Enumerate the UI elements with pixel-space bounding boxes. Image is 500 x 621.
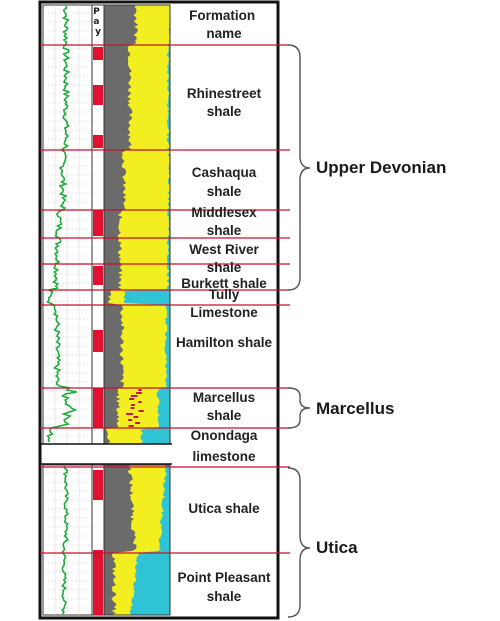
bracket-utica: [287, 467, 311, 618]
formation-label: Onondaga limestone: [191, 428, 258, 464]
gamma-track-bottom: [42, 464, 93, 616]
bracket-marcellus: [287, 387, 311, 429]
formation-label: Burkett shale: [181, 276, 267, 291]
gamma-track-top: [42, 4, 93, 445]
carbonate-fill: [123, 5, 170, 444]
group-label-utica: Utica: [316, 538, 358, 557]
mineralogy-track-bottom: [103, 464, 171, 616]
formation-label: Rhinestreet shale: [187, 86, 262, 119]
formation-label: Point Pleasant shale: [177, 570, 271, 604]
gamma-ray-curve: [46, 5, 78, 443]
group-brackets: [287, 44, 311, 618]
pay-interval: [93, 470, 103, 500]
formation-label: Hamilton shale: [176, 335, 273, 350]
pay-interval: [93, 85, 103, 105]
pay-track-top: P a y: [91, 4, 105, 445]
formation-label: Middlesex shale: [191, 205, 257, 238]
clay-fill: [104, 465, 137, 615]
group-label-marcellus: Marcellus: [316, 399, 394, 418]
gamma-ray-curve-bottom: [61, 465, 70, 615]
well-separator: [42, 444, 276, 464]
formation-boundaries: [40, 44, 290, 554]
pay-interval: [93, 47, 103, 60]
pay-interval: [93, 210, 103, 236]
clay-fill: [104, 5, 139, 444]
formation-label: Utica shale: [188, 501, 260, 516]
bracket-upper-devonian: [287, 44, 311, 291]
formation-label: Cashaqua shale: [192, 165, 257, 199]
pay-track-bottom: [91, 464, 105, 616]
pay-interval: [93, 550, 103, 615]
pay-interval: [93, 266, 103, 285]
group-label-upper-devonian: Upper Devonian: [316, 158, 446, 177]
mineralogy-track-top: [103, 4, 171, 445]
pay-interval: [93, 330, 103, 352]
formation-label: West River shale: [189, 242, 259, 275]
pay-interval: [93, 135, 103, 148]
carbonate-fill: [130, 465, 170, 615]
formation-label: Tully Limestone: [190, 287, 258, 320]
pay-header: P a y: [93, 7, 103, 37]
formation-name-header: Formation name: [189, 8, 259, 41]
formation-label: Marcellus shale: [193, 390, 255, 423]
formation-name-column: Formation name Rhinestreet shale Cashaqua s…: [176, 8, 273, 604]
pay-interval: [93, 388, 103, 428]
